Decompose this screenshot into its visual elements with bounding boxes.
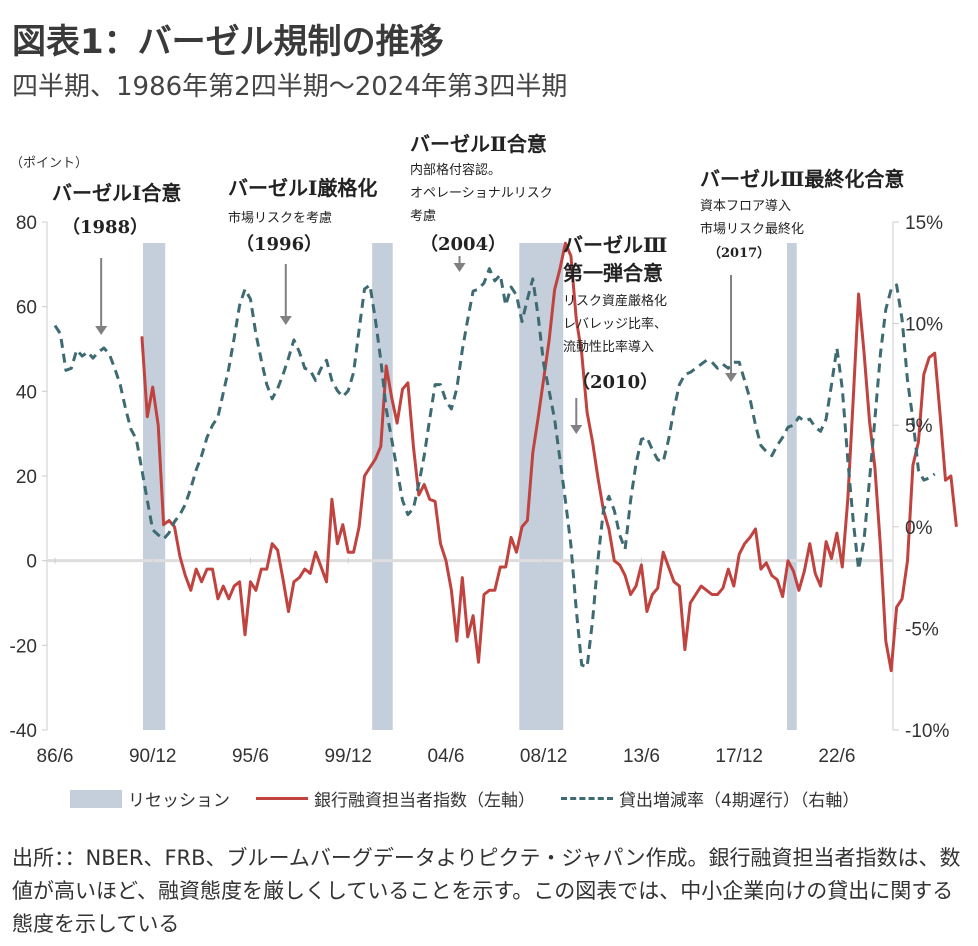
legend-swatch-lending-index — [256, 797, 308, 800]
x-tick-label: 22/6 — [818, 746, 855, 767]
annotation-year: （1996） — [236, 234, 322, 255]
annotation-basel1: バーゼルⅠ合意 （1988） — [52, 181, 181, 335]
recession-band — [142, 243, 166, 730]
recession-band — [519, 243, 564, 730]
chart-title: 図表1：バーゼル規制の推移 — [12, 22, 444, 62]
annotation-heading: バーゼルⅢ最終化合意 — [700, 167, 904, 191]
annotation-detail: リスク資産厳格化 — [563, 293, 667, 309]
annotation-detail: 市場リスク最終化 — [700, 221, 804, 237]
legend: リセッション 銀行融資担当者指数（左軸） 貸出増減率（4期遅行）（右軸） — [70, 786, 950, 811]
source-footnote: 出所：：NBER、FRB、ブルームバーグデータよりピクテ・ジャパン作成。銀行融資… — [12, 846, 961, 936]
annotation-year: （1988） — [62, 217, 148, 238]
x-tick-label: 13/6 — [623, 746, 660, 767]
loan-growth-line — [53, 267, 936, 669]
annotation-detail: 内部格付容認。 — [410, 162, 501, 178]
axes — [42, 221, 899, 731]
annotation-heading-line2: 第一弾合意 — [563, 261, 663, 285]
right-tick-label: -5% — [905, 619, 939, 640]
x-tick-label: 95/6 — [232, 746, 269, 767]
annotation-detail: 市場リスクを考慮 — [228, 210, 332, 226]
x-tick-label: 86/6 — [37, 746, 74, 767]
left-tick-label: -40 — [10, 721, 37, 742]
left-tick-label: 20 — [16, 467, 37, 488]
left-tick-label: 40 — [16, 382, 37, 403]
arrow-head-icon — [95, 326, 108, 335]
recession-band — [786, 243, 797, 730]
left-tick-label: 80 — [16, 213, 37, 234]
legend-label-lending-index: 銀行融資担当者指数（左軸） — [314, 791, 535, 811]
legend-swatch-loan-growth — [561, 797, 613, 800]
right-tick-label: 10% — [905, 315, 943, 336]
recession-band — [372, 243, 393, 730]
annotation-year: （2017） — [708, 245, 770, 261]
recession-bands — [142, 243, 797, 730]
arrow-head-icon — [725, 373, 738, 382]
left-axis-unit-label: （ポイント） — [10, 156, 89, 171]
annotation-detail: 流動性比率導入 — [563, 339, 654, 355]
annotation-detail: レバレッジ比率、 — [563, 316, 667, 332]
arrow-head-icon — [279, 316, 292, 325]
legend-item-loan-growth: 貸出増減率（4期遅行）（右軸） — [561, 786, 859, 811]
legend-item-recession: リセッション — [70, 786, 230, 811]
left-tick-label: 0 — [26, 552, 37, 573]
x-tick-label: 99/12 — [324, 746, 372, 767]
annotation-year: （2004） — [420, 234, 506, 255]
chart-subtitle: 四半期、1986年第2四半期～2024年第3四半期 — [12, 72, 568, 102]
tick-labels: 80 60 40 20 0 -20 -40 15% 10% 5% 0% -5% -10% 86/6 90/1… — [10, 213, 950, 767]
annotation-detail: 考慮 — [410, 209, 436, 224]
annotation-detail: 資本フロア導入 — [700, 199, 791, 214]
left-tick-label: -20 — [10, 636, 37, 657]
right-tick-label: 5% — [905, 416, 933, 437]
arrow-head-icon — [453, 263, 466, 272]
legend-swatch-recession — [70, 789, 122, 808]
x-tick-label: 90/12 — [129, 746, 177, 767]
x-tick-label: 17/12 — [715, 746, 763, 767]
legend-label-recession: リセッション — [128, 791, 230, 811]
right-tick-label: 0% — [905, 518, 933, 539]
legend-item-lending-index: 銀行融資担当者指数（左軸） — [256, 786, 535, 811]
annotation-heading: バーゼルⅢ — [563, 233, 667, 257]
right-tick-label: -10% — [905, 721, 949, 742]
arrow-head-icon — [570, 425, 583, 434]
series-lines — [53, 241, 958, 673]
legend-label-loan-growth: 貸出増減率（4期遅行）（右軸） — [619, 791, 860, 811]
right-tick-label: 15% — [905, 213, 943, 234]
lending-index-line — [140, 241, 958, 673]
left-tick-label: 60 — [16, 298, 37, 319]
annotation-heading: バーゼルⅠ合意 — [52, 181, 181, 205]
annotation-heading: バーゼルⅠ厳格化 — [228, 176, 377, 200]
annotation-heading: バーゼルⅡ合意 — [410, 132, 547, 156]
x-tick-label: 04/6 — [427, 746, 464, 767]
annotation-year: （2010） — [572, 372, 658, 393]
annotation-detail: オペレーショナルリスク — [410, 186, 553, 201]
x-tick-label: 08/12 — [520, 746, 568, 767]
